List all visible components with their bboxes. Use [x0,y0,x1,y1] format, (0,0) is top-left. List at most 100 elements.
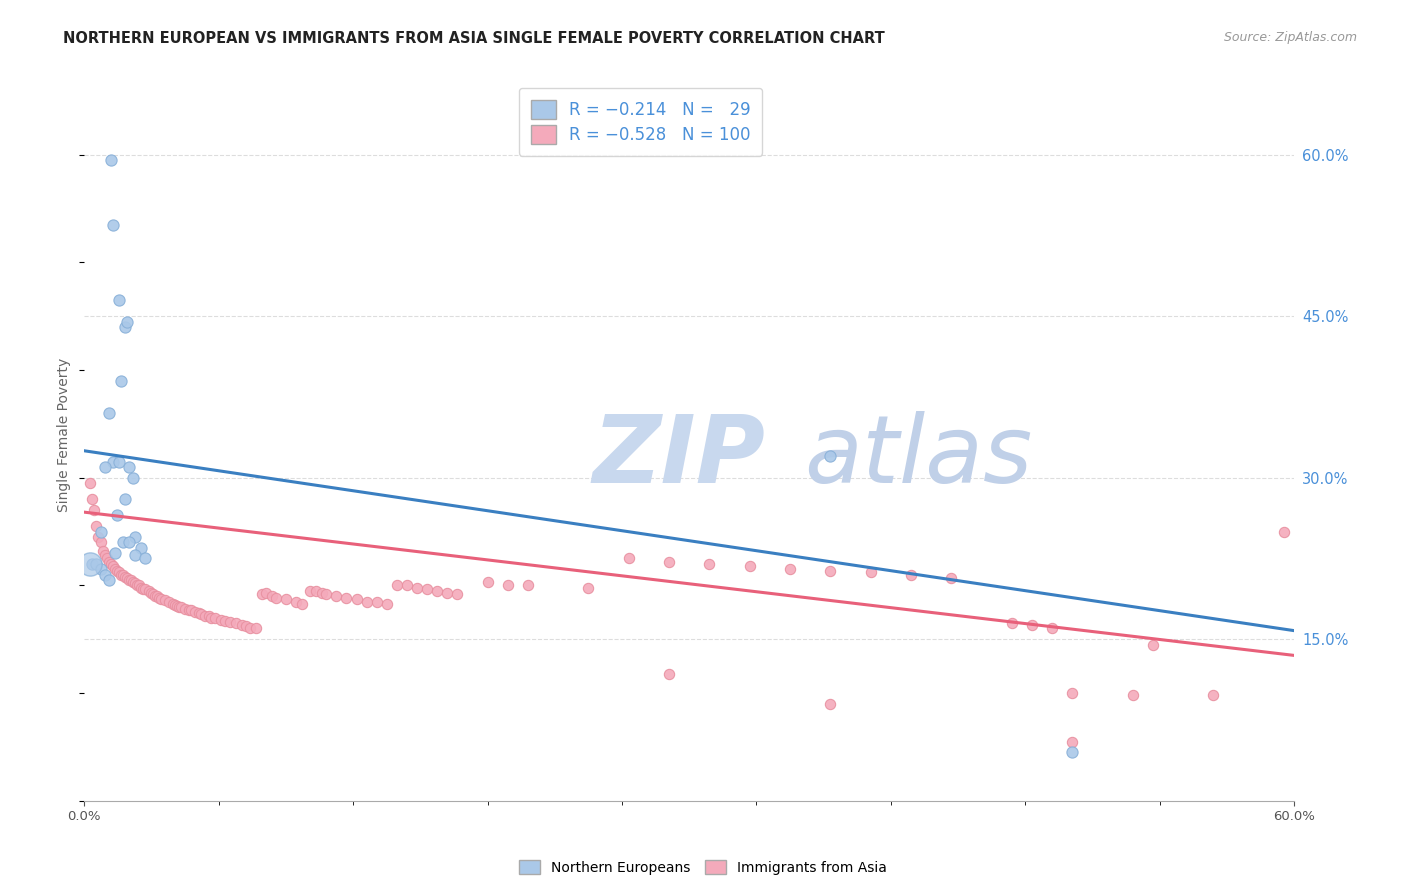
Point [1202,688,1225,702]
Point [260,589,283,603]
Point [738,559,761,574]
Point [124,548,146,562]
Point [143,589,166,603]
Point [1062,686,1084,700]
Point [200,610,222,624]
Point [315,587,337,601]
Point [115,315,138,329]
Point [93,548,115,562]
Point [157,594,180,608]
Point [82,557,104,571]
Point [170,599,193,614]
Point [477,575,499,590]
Point [204,610,226,624]
Text: ZIP: ZIP [592,410,765,502]
Point [89,562,111,576]
Point [129,541,152,555]
Point [1021,618,1043,632]
Point [118,573,141,587]
Point [124,576,146,591]
Point [79,476,101,491]
Point [516,578,538,592]
Point [250,587,273,601]
Point [254,586,277,600]
Point [96,551,118,566]
Legend: R = −0.214   N =   29, R = −0.528   N = 100: R = −0.214 N = 29, R = −0.528 N = 100 [519,87,762,155]
Point [346,592,368,607]
Point [245,622,267,636]
Point [97,573,120,587]
Point [166,599,188,613]
Point [114,492,136,507]
Point [395,578,418,592]
Point [82,492,104,507]
Point [132,582,155,596]
Point [235,619,257,633]
Point [91,544,114,558]
Point [225,616,247,631]
Point [179,603,201,617]
Point [617,551,640,566]
Point [941,571,963,585]
Point [93,459,115,474]
Point [148,591,170,606]
Point [146,589,169,603]
Point [305,583,328,598]
Point [87,530,110,544]
Point [820,697,842,711]
Point [436,586,458,600]
Point [356,594,378,608]
Point [1001,616,1024,631]
Point [820,449,842,463]
Legend: Northern Europeans, Immigrants from Asia: Northern Europeans, Immigrants from Asia [515,855,891,880]
Text: Source: ZipAtlas.com: Source: ZipAtlas.com [1223,31,1357,45]
Point [1062,745,1084,759]
Text: atlas: atlas [804,411,1032,502]
Point [335,591,357,606]
Point [658,555,681,569]
Point [900,567,922,582]
Point [366,594,388,608]
Point [110,374,132,388]
Point [79,557,101,571]
Point [121,575,143,590]
Point [105,508,128,523]
Point [291,597,314,611]
Point [239,622,262,636]
Point [285,594,308,608]
Point [274,592,297,607]
Point [311,586,333,600]
Point [188,607,211,621]
Point [107,454,129,468]
Point [134,582,156,596]
Point [118,459,141,474]
Point [149,592,172,607]
Point [121,471,143,485]
Point [89,535,111,549]
Point [104,546,127,560]
Point [128,578,150,592]
Point [142,587,165,601]
Point [1142,638,1164,652]
Point [446,587,468,601]
Point [820,565,842,579]
Point [416,582,439,596]
Point [120,573,142,587]
Point [101,218,124,232]
Point [118,535,141,549]
Text: NORTHERN EUROPEAN VS IMMIGRANTS FROM ASIA SINGLE FEMALE POVERTY CORRELATION CHAR: NORTHERN EUROPEAN VS IMMIGRANTS FROM ASI… [63,31,884,46]
Point [125,578,148,592]
Point [1062,734,1084,748]
Point [699,557,721,571]
Point [107,566,129,580]
Point [162,597,184,611]
Point [89,524,111,539]
Point [658,666,681,681]
Point [115,571,138,585]
Point [114,320,136,334]
Point [385,578,408,592]
Point [101,454,124,468]
Point [165,598,187,612]
Point [153,593,176,607]
Point [107,293,129,307]
